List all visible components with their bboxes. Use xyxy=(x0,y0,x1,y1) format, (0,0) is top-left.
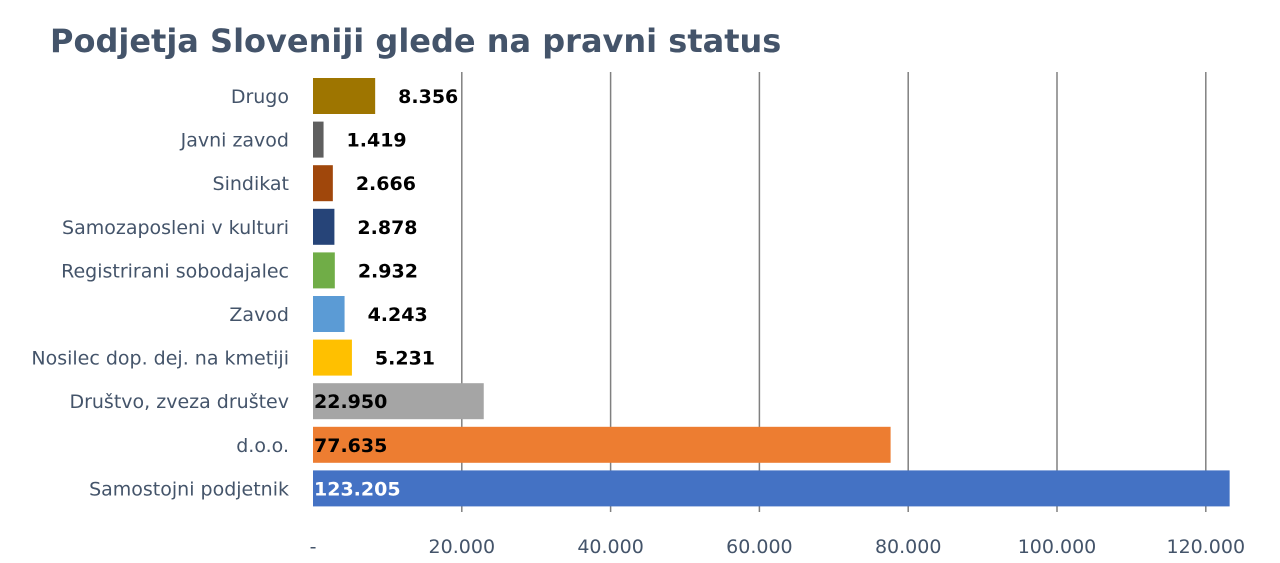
bar xyxy=(313,339,352,376)
category-label: Nosilec dop. dej. na kmetiji xyxy=(31,348,289,370)
x-tick-label: 80.000 xyxy=(875,536,941,558)
data-label: 8.356 xyxy=(398,86,458,108)
category-label: Društvo, zveza društev xyxy=(69,391,289,413)
data-labels: 8.356 1.419 2.666 2.878 2.932 4.243 5.231 22.95… xyxy=(314,86,458,500)
bar xyxy=(313,165,333,202)
x-axis-tick-labels: - 20.000 40.000 60.000 80.000 100.000 120.000 xyxy=(310,536,1246,558)
data-label: 2.878 xyxy=(357,217,417,239)
data-label: 77.635 xyxy=(314,435,387,457)
bar xyxy=(313,78,376,114)
category-label: Drugo xyxy=(231,86,289,108)
category-label: Javni zavod xyxy=(180,130,289,152)
bars xyxy=(313,78,1230,507)
data-label: 2.932 xyxy=(358,260,418,282)
chart-title: Podjetja Sloveniji glede na pravni statu… xyxy=(50,22,782,60)
bar xyxy=(313,121,324,158)
bar xyxy=(313,252,335,289)
gridlines xyxy=(461,72,1207,512)
bar xyxy=(313,470,1230,507)
data-label: 123.205 xyxy=(314,478,401,500)
bar xyxy=(313,383,484,420)
x-tick-label: 100.000 xyxy=(1018,536,1097,558)
category-label: d.o.o. xyxy=(236,435,289,457)
x-tick-label: 120.000 xyxy=(1167,536,1246,558)
bar xyxy=(313,208,335,245)
category-label: Zavod xyxy=(229,304,289,326)
x-tick-label: 60.000 xyxy=(726,536,792,558)
data-label: 22.950 xyxy=(314,391,387,413)
data-label: 2.666 xyxy=(356,173,416,195)
category-label: Samozaposleni v kulturi xyxy=(62,217,289,239)
data-label: 5.231 xyxy=(375,348,435,370)
category-labels: Drugo Javni zavod Sindikat Samozaposleni v … xyxy=(31,86,289,500)
x-tick-label: 40.000 xyxy=(577,536,643,558)
data-label: 1.419 xyxy=(347,130,407,152)
x-tick-label: 20.000 xyxy=(429,536,495,558)
category-label: Registrirani sobodajalec xyxy=(61,260,289,282)
x-tick-label: - xyxy=(310,536,317,558)
bar xyxy=(313,426,891,463)
category-label: Sindikat xyxy=(213,173,289,195)
category-label: Samostojni podjetnik xyxy=(89,478,289,500)
bar xyxy=(313,296,345,332)
data-label: 4.243 xyxy=(368,304,428,326)
